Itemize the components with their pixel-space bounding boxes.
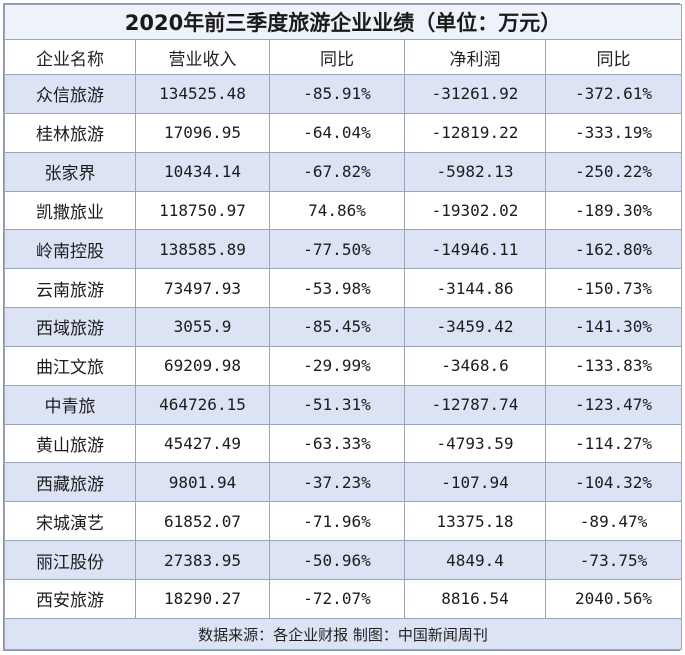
table-row: 丽江股份 27383.95 -50.96% 4849.4 -73.75%: [4, 540, 683, 580]
title-row: 2020年前三季度旅游企业业绩（单位：万元）: [3, 4, 683, 40]
company-name-cell: 曲江文旅: [4, 345, 136, 386]
value-cell: -333.19%: [544, 112, 683, 153]
value-cell: -123.47%: [544, 384, 683, 425]
footer-row: 数据来源：各企业财报 制图：中国新闻周刊: [3, 618, 683, 650]
value-cell: 27383.95: [135, 540, 270, 580]
value-cell: 134525.48: [135, 74, 270, 114]
value-cell: -3468.6: [404, 345, 546, 386]
value-cell: -372.61%: [544, 74, 683, 114]
value-cell: 9801.94: [135, 462, 270, 503]
table-row: 云南旅游 73497.93 -53.98% -3144.86 -150.73%: [4, 268, 683, 309]
company-name-cell: 凯撒旅业: [4, 190, 136, 231]
value-cell: -12787.74: [404, 384, 546, 425]
table-row: 中青旅 464726.15 -51.31% -12787.74 -123.47%: [4, 384, 683, 425]
column-header: 净利润: [404, 39, 546, 75]
value-cell: -107.94: [404, 462, 546, 503]
value-cell: 118750.97: [135, 190, 270, 231]
value-cell: -14946.11: [404, 229, 546, 270]
company-name-cell: 西藏旅游: [4, 462, 136, 503]
column-header: 同比: [544, 39, 683, 75]
value-cell: -19302.02: [404, 190, 546, 231]
value-cell: -72.07%: [269, 578, 405, 620]
value-cell: -37.23%: [269, 462, 405, 503]
company-name-cell: 西安旅游: [4, 578, 136, 620]
value-cell: -64.04%: [269, 112, 405, 153]
value-cell: -250.22%: [544, 151, 683, 192]
table-row: 曲江文旅 69209.98 -29.99% -3468.6 -133.83%: [4, 345, 683, 386]
value-cell: -189.30%: [544, 190, 683, 231]
company-name-cell: 丽江股份: [4, 540, 136, 580]
value-cell: -150.73%: [544, 268, 683, 309]
value-cell: -3144.86: [404, 268, 546, 309]
source-note: 数据来源：各企业财报 制图：中国新闻周刊: [3, 618, 683, 650]
company-name-cell: 黄山旅游: [4, 423, 136, 464]
value-cell: -29.99%: [269, 345, 405, 386]
table-row: 西域旅游 3055.9 -85.45% -3459.42 -141.30%: [4, 307, 683, 347]
value-cell: 464726.15: [135, 384, 270, 425]
table-row: 岭南控股 138585.89 -77.50% -14946.11 -162.80%: [4, 229, 683, 270]
value-cell: 2040.56%: [544, 578, 683, 620]
company-name-cell: 西域旅游: [4, 307, 136, 347]
value-cell: -12819.22: [404, 112, 546, 153]
column-header: 同比: [269, 39, 405, 75]
value-cell: 74.86%: [269, 190, 405, 231]
value-cell: -5982.13: [404, 151, 546, 192]
value-cell: 138585.89: [135, 229, 270, 270]
value-cell: -71.96%: [269, 501, 405, 542]
header-row: 企业名称 营业收入 同比 净利润 同比: [4, 39, 683, 75]
company-name-cell: 桂林旅游: [4, 112, 136, 153]
value-cell: -162.80%: [544, 229, 683, 270]
value-cell: 8816.54: [404, 578, 546, 620]
table-row: 桂林旅游 17096.95 -64.04% -12819.22 -333.19%: [4, 112, 683, 153]
table-row: 黄山旅游 45427.49 -63.33% -4793.59 -114.27%: [4, 423, 683, 464]
value-cell: 69209.98: [135, 345, 270, 386]
value-cell: 3055.9: [135, 307, 270, 347]
value-cell: 73497.93: [135, 268, 270, 309]
value-cell: -85.91%: [269, 74, 405, 114]
value-cell: -77.50%: [269, 229, 405, 270]
value-cell: -141.30%: [544, 307, 683, 347]
table-row: 宋城演艺 61852.07 -71.96% 13375.18 -89.47%: [4, 501, 683, 542]
value-cell: 45427.49: [135, 423, 270, 464]
value-cell: 17096.95: [135, 112, 270, 153]
value-cell: 4849.4: [404, 540, 546, 580]
column-header: 企业名称: [4, 39, 136, 75]
value-cell: -73.75%: [544, 540, 683, 580]
value-cell: 18290.27: [135, 578, 270, 620]
value-cell: 13375.18: [404, 501, 546, 542]
value-cell: -53.98%: [269, 268, 405, 309]
performance-table-container: 2020年前三季度旅游企业业绩（单位：万元） 企业名称 营业收入 同比 净利润 …: [3, 3, 683, 651]
company-name-cell: 岭南控股: [4, 229, 136, 270]
value-cell: -114.27%: [544, 423, 683, 464]
value-cell: 10434.14: [135, 151, 270, 192]
table-row: 西藏旅游 9801.94 -37.23% -107.94 -104.32%: [4, 462, 683, 503]
value-cell: -31261.92: [404, 74, 546, 114]
value-cell: -104.32%: [544, 462, 683, 503]
value-cell: -50.96%: [269, 540, 405, 580]
value-cell: -51.31%: [269, 384, 405, 425]
table-row: 西安旅游 18290.27 -72.07% 8816.54 2040.56%: [4, 578, 683, 620]
value-cell: -89.47%: [544, 501, 683, 542]
value-cell: -4793.59: [404, 423, 546, 464]
column-header: 营业收入: [135, 39, 270, 75]
table-title: 2020年前三季度旅游企业业绩（单位：万元）: [3, 4, 683, 40]
value-cell: -85.45%: [269, 307, 405, 347]
value-cell: -133.83%: [544, 345, 683, 386]
company-name-cell: 宋城演艺: [4, 501, 136, 542]
performance-table: 2020年前三季度旅游企业业绩（单位：万元） 企业名称 营业收入 同比 净利润 …: [3, 4, 683, 650]
company-name-cell: 云南旅游: [4, 268, 136, 309]
table-row: 张家界 10434.14 -67.82% -5982.13 -250.22%: [4, 151, 683, 192]
company-name-cell: 中青旅: [4, 384, 136, 425]
company-name-cell: 张家界: [4, 151, 136, 192]
table-row: 凯撒旅业 118750.97 74.86% -19302.02 -189.30%: [4, 190, 683, 231]
value-cell: -67.82%: [269, 151, 405, 192]
company-name-cell: 众信旅游: [4, 74, 136, 114]
value-cell: -63.33%: [269, 423, 405, 464]
value-cell: 61852.07: [135, 501, 270, 542]
value-cell: -3459.42: [404, 307, 546, 347]
table-row: 众信旅游 134525.48 -85.91% -31261.92 -372.61%: [4, 74, 683, 114]
